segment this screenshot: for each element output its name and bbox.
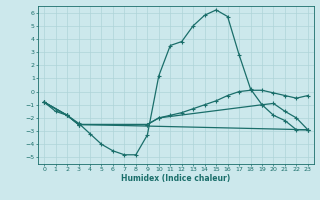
X-axis label: Humidex (Indice chaleur): Humidex (Indice chaleur) — [121, 174, 231, 183]
